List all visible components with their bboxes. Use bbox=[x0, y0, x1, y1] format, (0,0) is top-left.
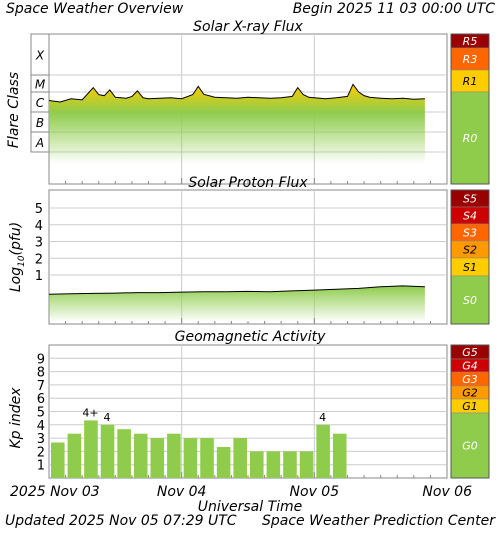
scale-label-r0: R0 bbox=[463, 132, 478, 145]
kp-bar bbox=[150, 438, 165, 478]
updated-time: Updated 2025 Nov 05 07:29 UTC bbox=[5, 513, 237, 529]
proton-ytick-2: 2 bbox=[35, 252, 43, 267]
kp-bar bbox=[84, 420, 98, 478]
scale-column bbox=[450, 33, 490, 185]
scale-label-g0: G0 bbox=[462, 440, 478, 453]
kp-bar bbox=[283, 451, 297, 478]
kp-bar bbox=[200, 438, 214, 478]
kp-ytick-7: 7 bbox=[37, 379, 45, 394]
scale-label-g1: G1 bbox=[462, 400, 478, 413]
kp-bar bbox=[332, 433, 347, 478]
class-label-x: X bbox=[35, 49, 45, 63]
scale-level-g0 bbox=[450, 412, 490, 479]
proton-flux-area bbox=[49, 285, 425, 322]
kp-bar bbox=[216, 447, 231, 478]
kp-ytick-1: 1 bbox=[37, 459, 45, 474]
kp-ytick-6: 6 bbox=[37, 392, 45, 407]
class-axis-box bbox=[30, 33, 50, 153]
scale-column bbox=[450, 189, 490, 325]
x-tick-label: Nov 06 bbox=[422, 484, 472, 500]
credit-text: Space Weather Prediction Center bbox=[261, 513, 495, 529]
class-label-c: C bbox=[36, 96, 45, 110]
kp-bar bbox=[117, 429, 131, 478]
xray-y-title: Flare Class bbox=[6, 72, 22, 148]
kp-bar bbox=[183, 438, 198, 478]
kp-bar bbox=[250, 451, 264, 478]
scale-label-s1: S1 bbox=[463, 261, 477, 274]
xray-flux-area bbox=[49, 84, 425, 164]
scale-label-g5: G5 bbox=[462, 346, 478, 359]
kp-bar bbox=[67, 433, 82, 478]
scale-label-r5: R5 bbox=[463, 35, 478, 48]
kp-ytick-5: 5 bbox=[37, 406, 45, 421]
kp-bar bbox=[233, 438, 247, 478]
proton-ytick-5: 5 bbox=[35, 202, 43, 217]
kp-title: Geomagnetic Activity bbox=[175, 329, 326, 345]
proton-ytick-4: 4 bbox=[35, 219, 43, 234]
kp-ytick-9: 9 bbox=[37, 352, 45, 367]
proton-flux-line bbox=[48, 285, 425, 295]
xray-flux-line bbox=[48, 83, 425, 103]
class-label-b: B bbox=[36, 116, 44, 130]
kp-bar bbox=[51, 442, 65, 478]
xray-title: Solar X-ray Flux bbox=[193, 19, 303, 35]
kp-bar-label: 4 bbox=[104, 411, 111, 424]
kp-bar bbox=[167, 433, 181, 478]
kp-bar bbox=[100, 424, 115, 478]
kp-bar-label: 4+ bbox=[82, 406, 98, 419]
kp-bar bbox=[316, 424, 330, 478]
scale-label-g4: G4 bbox=[462, 360, 478, 373]
kp-ytick-4: 4 bbox=[37, 419, 45, 434]
x-tick-label: 2025 Nov 03 bbox=[10, 484, 100, 500]
kp-bar bbox=[266, 451, 281, 478]
scale-label-s2: S2 bbox=[463, 244, 477, 257]
x-axis-title: Universal Time bbox=[198, 499, 303, 515]
kp-bar bbox=[299, 451, 314, 478]
x-tick-label: Nov 04 bbox=[157, 484, 207, 500]
x-tick-label: Nov 05 bbox=[290, 484, 340, 500]
proton-title: Solar Proton Flux bbox=[188, 175, 308, 191]
proton-ytick-1: 1 bbox=[35, 269, 43, 284]
kp-ytick-2: 2 bbox=[37, 445, 45, 460]
scale-label-s5: S5 bbox=[463, 193, 477, 206]
scale-label-s3: S3 bbox=[463, 227, 477, 240]
kp-y-title: Kp index bbox=[8, 387, 24, 449]
scale-level-s0 bbox=[450, 275, 490, 325]
scale-level-r0 bbox=[450, 91, 490, 185]
overview-title: Space Weather Overview bbox=[6, 1, 184, 17]
kp-ytick-3: 3 bbox=[37, 432, 45, 447]
kp-bar bbox=[133, 433, 148, 478]
begin-time: Begin 2025 11 03 00:00 UTC bbox=[292, 1, 495, 17]
scale-label-s0: S0 bbox=[463, 294, 477, 307]
class-label-a: A bbox=[35, 136, 44, 150]
class-label-m: M bbox=[35, 78, 46, 92]
scale-column bbox=[450, 344, 490, 479]
scale-label-r3: R3 bbox=[463, 53, 478, 66]
scale-label-g3: G3 bbox=[462, 373, 478, 386]
scale-label-r1: R1 bbox=[463, 75, 478, 88]
kp-ytick-8: 8 bbox=[37, 366, 45, 381]
kp-bar-label: 4 bbox=[319, 411, 326, 424]
scale-label-s4: S4 bbox=[463, 210, 477, 223]
proton-y-title: Log10(pfu) bbox=[8, 222, 27, 292]
proton-ytick-3: 3 bbox=[35, 236, 43, 251]
scale-label-g2: G2 bbox=[462, 387, 478, 400]
